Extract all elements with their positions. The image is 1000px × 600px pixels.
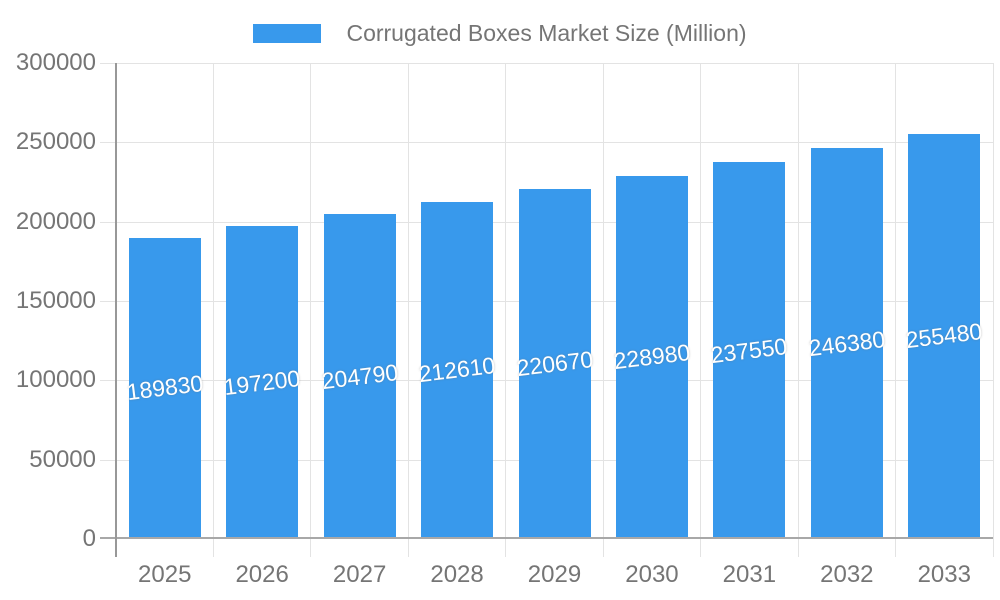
- x-tick-label-2031: 2031: [722, 561, 777, 588]
- y-tick-label: 250000: [15, 128, 96, 156]
- bar-2029[interactable]: [518, 188, 591, 537]
- x-axis-line: [100, 537, 993, 539]
- plot-area: 189830 197200 204790 212610 220670 228980 2375…: [100, 63, 994, 557]
- v-gridline: [992, 63, 994, 557]
- bar-2031[interactable]: [713, 162, 786, 537]
- y-tick-label: 100000: [15, 366, 96, 394]
- bar-2030[interactable]: [615, 175, 688, 537]
- bar-2026[interactable]: [226, 226, 299, 537]
- y-tick-label: 50000: [29, 445, 96, 473]
- v-gridline: [505, 63, 507, 557]
- v-gridline: [700, 63, 702, 557]
- bar-2027[interactable]: [323, 214, 396, 537]
- x-tick-label-2030: 2030: [625, 561, 679, 588]
- y-tick-label: 150000: [15, 287, 96, 314]
- v-gridline: [212, 63, 214, 557]
- bar-2025[interactable]: [128, 237, 201, 537]
- x-tick-label-2025: 2025: [138, 561, 192, 588]
- x-tick-label-2026: 2026: [235, 561, 289, 588]
- x-tick-label-2032: 2032: [820, 561, 874, 588]
- v-gridline: [407, 63, 409, 557]
- bar-2028[interactable]: [421, 201, 494, 537]
- v-gridline: [895, 63, 897, 557]
- x-tick-label-2033: 2033: [917, 561, 971, 588]
- v-gridline: [602, 63, 604, 557]
- x-tick-label-2027: 2027: [332, 561, 387, 588]
- legend-swatch: [253, 23, 322, 43]
- legend-label: Corrugated Boxes Market Size (Million): [346, 19, 747, 46]
- v-gridline: [310, 63, 312, 557]
- h-gridline: [100, 63, 993, 64]
- x-tick-label-2029: 2029: [527, 561, 582, 588]
- h-gridline: [100, 142, 993, 144]
- v-gridline: [797, 63, 799, 557]
- bar-2032[interactable]: [810, 148, 883, 537]
- y-tick-label: 0: [82, 525, 96, 552]
- y-tick-label: 300000: [15, 49, 96, 76]
- legend[interactable]: Corrugated Boxes Market Size (Million): [0, 15, 1000, 51]
- bar-2033[interactable]: [908, 133, 981, 537]
- y-axis-line: [115, 63, 117, 557]
- x-tick-label-2028: 2028: [430, 561, 484, 588]
- y-tick-label: 200000: [15, 207, 96, 235]
